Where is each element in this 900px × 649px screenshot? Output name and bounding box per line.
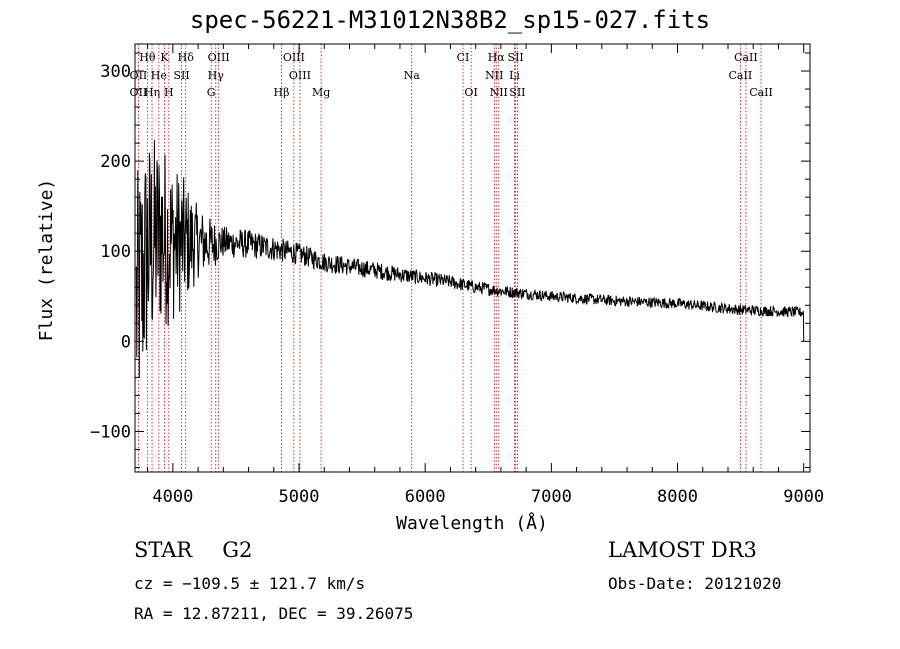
y-tick-label: −100 xyxy=(90,422,131,442)
survey-label: LAMOST DR3 xyxy=(608,538,757,562)
line-label-16: Li xyxy=(509,69,520,82)
object-class-label: STAR G2 xyxy=(134,538,252,562)
line-label-17: CaII xyxy=(729,69,753,82)
axis-ticks-layer: 4000 5000 6000 7000 8000 9000 −100 0 100 200 300 xyxy=(90,44,824,507)
line-label-7: SII xyxy=(508,51,524,64)
line-label-1: K xyxy=(160,51,169,64)
line-label-5: CI xyxy=(457,51,470,64)
object-subclass: G2 xyxy=(222,538,253,562)
line-label-2: Hδ xyxy=(178,51,195,64)
line-label-13: OIII xyxy=(289,69,311,82)
line-label-22: Hβ xyxy=(274,86,290,99)
line-label-14: Na xyxy=(404,69,421,82)
x-axis-label: Wavelength (Å) xyxy=(396,512,548,534)
line-label-27: CaII xyxy=(749,86,773,99)
x-tick-label: 9000 xyxy=(783,487,824,507)
line-label-18: OII xyxy=(130,86,148,99)
redshift-text: cz = −109.5 ± 121.7 km/s xyxy=(134,574,366,593)
line-label-9: OII xyxy=(130,69,148,82)
y-tick-label: 300 xyxy=(100,62,131,82)
line-markers-layer xyxy=(138,44,762,472)
spectrum-line xyxy=(135,139,805,378)
line-label-20: H xyxy=(164,86,174,99)
x-tick-label: 8000 xyxy=(657,487,698,507)
line-label-19: Hη xyxy=(144,86,160,99)
line-label-6: Hα xyxy=(488,51,506,64)
line-label-24: OI xyxy=(464,86,477,99)
line-label-23: Mg xyxy=(312,86,330,99)
line-label-4: OIII xyxy=(283,51,305,64)
y-tick-label: 0 xyxy=(121,332,131,352)
line-label-25: NII xyxy=(490,86,508,99)
y-tick-label: 100 xyxy=(100,242,131,262)
x-tick-label: 4000 xyxy=(152,487,193,507)
chart-title: spec-56221-M31012N38B2_sp15-027.fits xyxy=(189,6,711,34)
obs-date-text: Obs-Date: 20121020 xyxy=(608,574,782,593)
line-label-10: He xyxy=(151,69,167,82)
line-label-11: SII xyxy=(173,69,189,82)
line-label-21: G xyxy=(207,86,216,99)
line-label-8: CaII xyxy=(734,51,758,64)
line-label-12: Hγ xyxy=(208,69,225,82)
y-axis-label: Flux (relative) xyxy=(36,179,57,342)
x-tick-label: 7000 xyxy=(531,487,572,507)
x-tick-label: 5000 xyxy=(279,487,320,507)
object-type: STAR xyxy=(134,538,193,562)
plot-frame xyxy=(134,43,811,473)
line-label-0: Hθ xyxy=(139,51,156,64)
x-tick-label: 6000 xyxy=(405,487,446,507)
coordinates-text: RA = 12.87211, DEC = 39.26075 xyxy=(134,604,414,623)
line-label-3: OIII xyxy=(208,51,230,64)
line-label-15: NII xyxy=(485,69,503,82)
line-label-26: SII xyxy=(509,86,525,99)
y-tick-label: 200 xyxy=(100,152,131,172)
